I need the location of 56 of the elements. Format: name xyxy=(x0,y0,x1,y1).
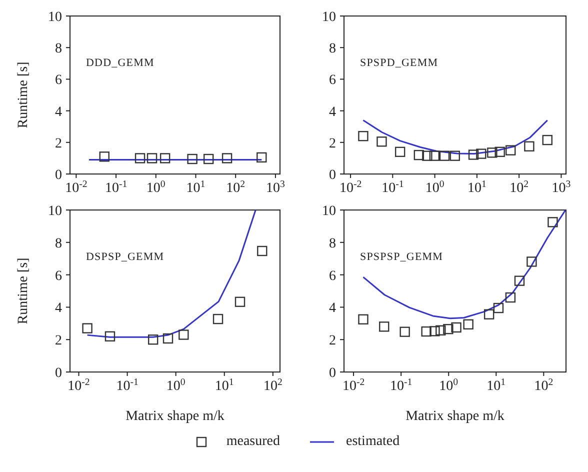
y-tick-label: 2 xyxy=(55,136,62,152)
x-tick-label: 10$^{0}$ xyxy=(146,178,166,196)
x-axis-title: Matrix shape m/k xyxy=(126,409,224,424)
x-tick-label: 10$^{2}$ xyxy=(226,178,246,196)
x-tick-label: 10$^{-1}$ xyxy=(116,376,138,394)
y-tick-label: 2 xyxy=(329,334,336,349)
y-tick-label: 4 xyxy=(329,301,336,316)
x-tick-label: 10$^{1}$ xyxy=(186,178,206,196)
y-tick-label: 4 xyxy=(329,104,336,120)
y-tick-label: 10 xyxy=(48,10,62,25)
y-tick-label: 0 xyxy=(329,366,336,381)
y-tick-label: 0 xyxy=(55,366,62,381)
y-tick-label: 4 xyxy=(55,301,62,316)
x-tick-label: 10$^{0}$ xyxy=(425,178,444,196)
y-tick-label: 10 xyxy=(322,10,336,25)
y-tick-label: 6 xyxy=(55,268,62,284)
y-tick-label: 0 xyxy=(55,168,62,183)
y-tick-label: 8 xyxy=(329,42,336,57)
y-tick-label: 2 xyxy=(329,136,336,152)
y-tick-label: 4 xyxy=(55,104,62,120)
x-tick-label: 10$^{-2}$ xyxy=(65,178,88,196)
y-axis-title: Runtime [s] xyxy=(16,258,31,324)
x-tick-label: 10$^{0}$ xyxy=(166,376,186,394)
text: SPSPD_GEMM xyxy=(360,57,438,69)
x-tick-label: 10$^{1}$ xyxy=(486,376,506,394)
x-tick-label: 10$^{1}$ xyxy=(214,376,234,394)
x-tick-label: 10$^{0}$ xyxy=(439,376,458,394)
x-axis-title: Matrix shape m/k xyxy=(406,409,504,424)
legend-label: measured xyxy=(226,434,280,450)
legend-label: estimated xyxy=(346,434,400,450)
y-tick-label: 8 xyxy=(329,236,336,252)
y-tick-label: 8 xyxy=(55,236,62,252)
x-tick-label: 10$^{3}$ xyxy=(552,178,571,196)
x-tick-label: 10$^{2}$ xyxy=(534,376,554,394)
x-tick-label: 10$^{-1}$ xyxy=(390,376,412,394)
y-tick-label: 10 xyxy=(48,204,62,219)
y-tick-label: 10 xyxy=(322,204,336,219)
y-tick-label: 6 xyxy=(55,73,62,88)
x-tick-label: 10$^{-2}$ xyxy=(342,376,365,394)
y-tick-label: 6 xyxy=(329,268,336,284)
text: DDD_GEMM xyxy=(86,57,154,69)
x-tick-label: 10$^{-1}$ xyxy=(382,178,404,196)
y-tick-label: 8 xyxy=(55,42,62,57)
x-tick-label: 10$^{-2}$ xyxy=(68,376,90,394)
y-tick-label: 2 xyxy=(55,334,62,349)
x-tick-label: 10$^{3}$ xyxy=(266,178,286,196)
y-tick-label: 0 xyxy=(329,168,336,183)
y-tick-label: 6 xyxy=(329,73,336,88)
x-tick-label: 10$^{2}$ xyxy=(263,376,282,394)
x-tick-label: 10$^{1}$ xyxy=(467,178,486,196)
y-axis-title: Runtime [s] xyxy=(16,62,31,128)
x-tick-label: 10$^{-2}$ xyxy=(339,178,362,196)
x-tick-label: 10$^{-1}$ xyxy=(104,178,128,196)
text: SPSPSP_GEMM xyxy=(360,251,444,263)
text: DSPSP_GEMM xyxy=(86,251,164,263)
x-tick-label: 10$^{2}$ xyxy=(510,178,529,196)
